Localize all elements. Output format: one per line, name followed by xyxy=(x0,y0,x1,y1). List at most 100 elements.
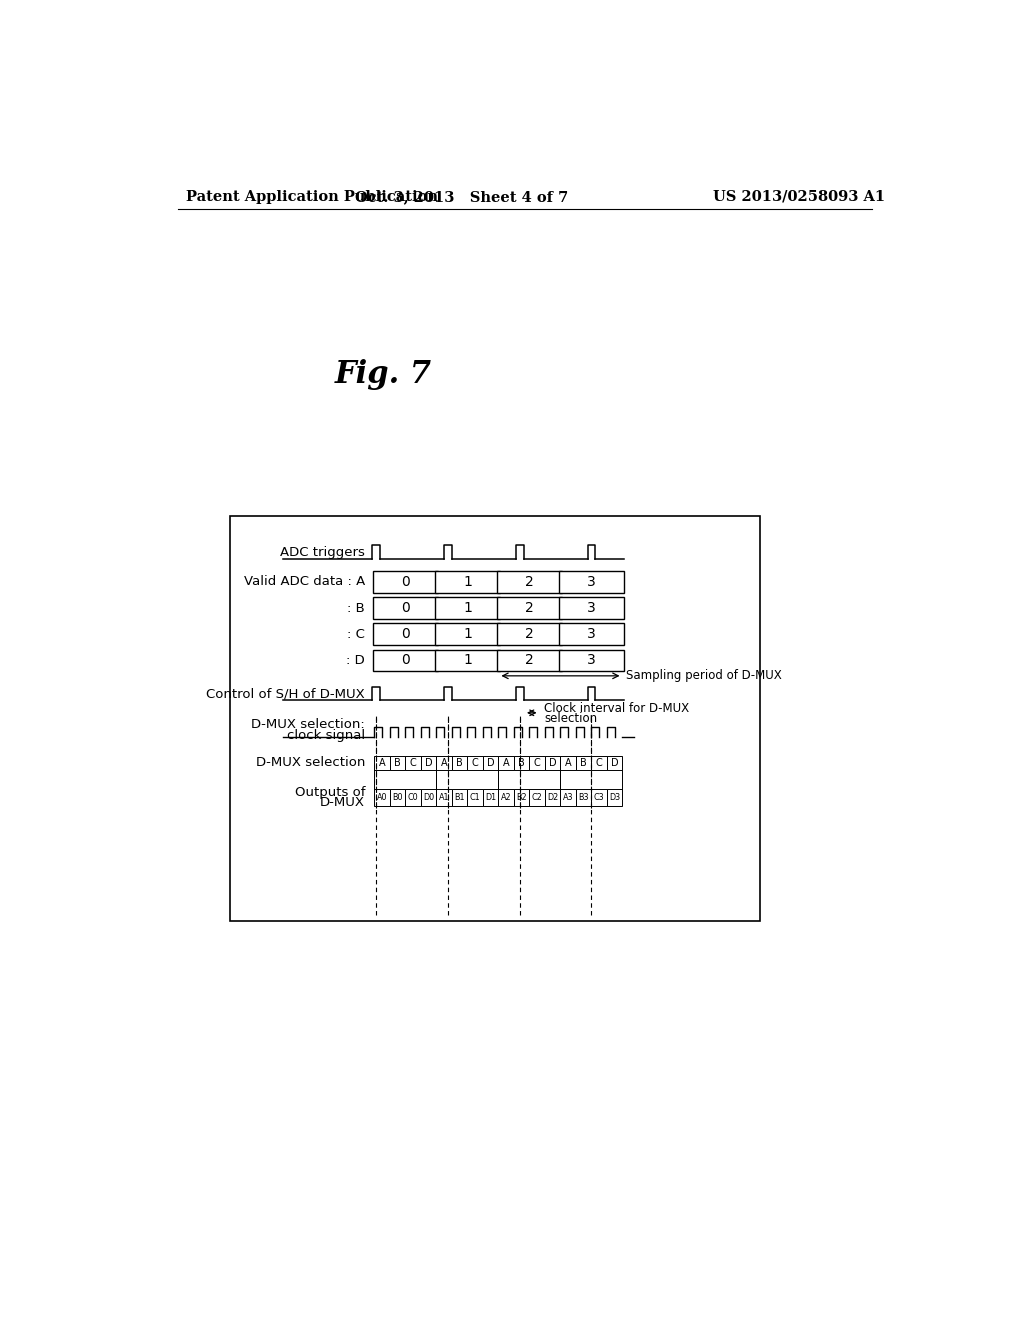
Text: 1: 1 xyxy=(463,653,472,668)
Text: clock signal: clock signal xyxy=(287,729,366,742)
FancyBboxPatch shape xyxy=(559,649,624,671)
Text: B0: B0 xyxy=(392,793,403,803)
Text: 1: 1 xyxy=(463,601,472,615)
FancyBboxPatch shape xyxy=(373,649,438,671)
Text: 3: 3 xyxy=(587,601,596,615)
Text: Patent Application Publication: Patent Application Publication xyxy=(186,190,438,203)
Bar xyxy=(230,516,760,921)
Text: C: C xyxy=(534,758,541,768)
FancyBboxPatch shape xyxy=(435,649,500,671)
Text: D1: D1 xyxy=(485,793,497,803)
FancyBboxPatch shape xyxy=(559,598,624,619)
Bar xyxy=(421,756,436,770)
FancyBboxPatch shape xyxy=(435,572,500,593)
Text: : D: : D xyxy=(346,653,366,667)
Text: C: C xyxy=(472,758,478,768)
Bar xyxy=(514,789,529,807)
Text: C2: C2 xyxy=(531,793,543,803)
Text: A: A xyxy=(565,758,571,768)
Text: : C: : C xyxy=(347,628,366,640)
Text: 0: 0 xyxy=(401,653,410,668)
Text: 0: 0 xyxy=(401,601,410,615)
Bar xyxy=(607,789,623,807)
Bar xyxy=(592,756,607,770)
Bar xyxy=(575,756,592,770)
Bar xyxy=(436,756,452,770)
Text: US 2013/0258093 A1: US 2013/0258093 A1 xyxy=(713,190,886,203)
FancyBboxPatch shape xyxy=(373,623,438,645)
Text: C: C xyxy=(596,758,602,768)
Bar xyxy=(607,756,623,770)
Bar xyxy=(575,789,592,807)
Bar xyxy=(529,756,545,770)
Text: 2: 2 xyxy=(525,601,534,615)
Text: D-MUX: D-MUX xyxy=(321,796,366,809)
FancyBboxPatch shape xyxy=(497,572,562,593)
Bar xyxy=(390,756,406,770)
FancyBboxPatch shape xyxy=(559,572,624,593)
Text: 3: 3 xyxy=(587,576,596,589)
Text: A3: A3 xyxy=(563,793,573,803)
Text: C3: C3 xyxy=(594,793,604,803)
FancyBboxPatch shape xyxy=(497,623,562,645)
Bar xyxy=(592,789,607,807)
Text: D: D xyxy=(549,758,556,768)
Bar xyxy=(560,789,575,807)
Bar xyxy=(483,789,499,807)
Text: C0: C0 xyxy=(408,793,419,803)
Text: Control of S/H of D-MUX: Control of S/H of D-MUX xyxy=(207,688,366,701)
Bar xyxy=(375,789,390,807)
Text: 0: 0 xyxy=(401,627,410,642)
Bar xyxy=(406,756,421,770)
Text: Outputs of: Outputs of xyxy=(295,785,366,799)
Text: D-MUX selection: D-MUX selection xyxy=(256,756,366,770)
Bar xyxy=(406,789,421,807)
Bar xyxy=(545,789,560,807)
FancyBboxPatch shape xyxy=(373,598,438,619)
FancyBboxPatch shape xyxy=(497,598,562,619)
Text: B1: B1 xyxy=(455,793,465,803)
Text: 3: 3 xyxy=(587,653,596,668)
Bar xyxy=(499,756,514,770)
Text: Fig. 7: Fig. 7 xyxy=(335,359,432,389)
Text: D: D xyxy=(425,758,432,768)
Text: Oct. 3, 2013   Sheet 4 of 7: Oct. 3, 2013 Sheet 4 of 7 xyxy=(354,190,568,203)
Text: D: D xyxy=(611,758,618,768)
Text: Sampling period of D-MUX: Sampling period of D-MUX xyxy=(627,669,782,682)
Text: A: A xyxy=(379,758,385,768)
Text: B: B xyxy=(457,758,463,768)
Text: B2: B2 xyxy=(516,793,527,803)
Text: B3: B3 xyxy=(579,793,589,803)
Text: C: C xyxy=(410,758,417,768)
Text: A0: A0 xyxy=(377,793,387,803)
Bar xyxy=(529,789,545,807)
Text: ADC triggers: ADC triggers xyxy=(281,546,366,560)
FancyBboxPatch shape xyxy=(373,572,438,593)
Text: A: A xyxy=(441,758,447,768)
Bar xyxy=(452,789,467,807)
Text: 1: 1 xyxy=(463,627,472,642)
Text: 2: 2 xyxy=(525,576,534,589)
Text: D2: D2 xyxy=(547,793,558,803)
Text: D0: D0 xyxy=(423,793,434,803)
FancyBboxPatch shape xyxy=(435,598,500,619)
Text: 2: 2 xyxy=(525,627,534,642)
Bar xyxy=(545,756,560,770)
Text: C1: C1 xyxy=(470,793,480,803)
Bar xyxy=(483,756,499,770)
FancyBboxPatch shape xyxy=(497,649,562,671)
Text: 2: 2 xyxy=(525,653,534,668)
Text: D: D xyxy=(486,758,495,768)
Text: 3: 3 xyxy=(587,627,596,642)
Text: A2: A2 xyxy=(501,793,512,803)
Bar xyxy=(390,789,406,807)
Text: : B: : B xyxy=(347,602,366,615)
Text: Clock interval for D-MUX: Clock interval for D-MUX xyxy=(544,702,689,715)
Bar xyxy=(499,789,514,807)
Bar xyxy=(436,789,452,807)
Text: D-MUX selection:: D-MUX selection: xyxy=(252,718,366,731)
Bar xyxy=(467,756,483,770)
Bar xyxy=(467,789,483,807)
Text: 0: 0 xyxy=(401,576,410,589)
FancyBboxPatch shape xyxy=(435,623,500,645)
